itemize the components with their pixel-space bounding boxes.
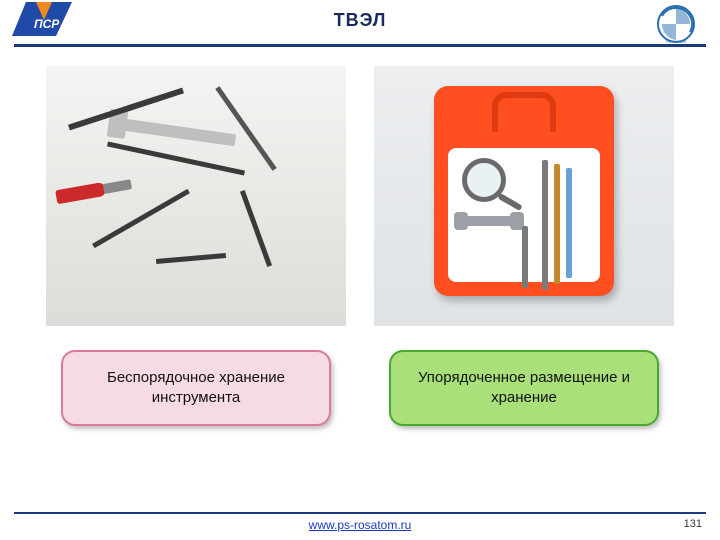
photo-ordered-tools bbox=[374, 66, 674, 326]
caption-ordered-text: Упорядоченное размещение и хранение bbox=[403, 368, 645, 409]
toolcase-illustration bbox=[434, 86, 614, 296]
svg-text:ПСР: ПСР bbox=[34, 17, 60, 31]
caption-ordered: Упорядоченное размещение и хранение bbox=[389, 350, 659, 426]
slide-header: ПСР ТВЭЛ РОСАТОМ bbox=[0, 0, 720, 44]
caption-disordered: Беспорядочное хранение инструмента bbox=[61, 350, 331, 426]
column-right: Упорядоченное размещение и хранение bbox=[374, 66, 674, 426]
footer-divider bbox=[14, 512, 706, 514]
slide-title: ТВЭЛ bbox=[334, 10, 387, 31]
content-row: Беспорядочное хранение инструмента Упоря… bbox=[0, 60, 720, 426]
photo-disordered-tools bbox=[46, 66, 346, 326]
logo-rosatom: РОСАТОМ bbox=[656, 4, 696, 49]
logo-psr: ПСР bbox=[12, 2, 72, 41]
column-left: Беспорядочное хранение инструмента bbox=[46, 66, 346, 426]
footer-link[interactable]: www.ps-rosatom.ru bbox=[309, 518, 412, 532]
slide-footer: www.ps-rosatom.ru 131 bbox=[0, 510, 720, 540]
header-divider bbox=[14, 44, 706, 47]
page-number: 131 bbox=[684, 518, 702, 530]
caption-disordered-text: Беспорядочное хранение инструмента bbox=[75, 368, 317, 409]
